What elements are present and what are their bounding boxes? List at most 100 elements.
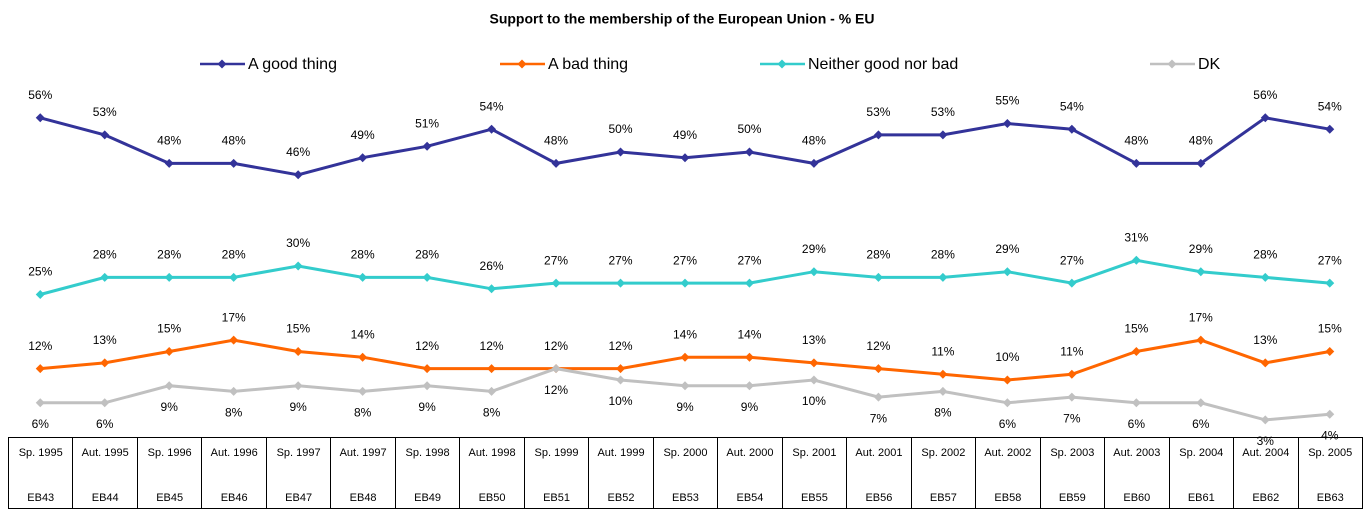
data-label: 48% [544, 134, 568, 148]
point-marker [1196, 335, 1206, 345]
data-label: 6% [32, 417, 50, 431]
x-tick-label: Sp. 1996 [147, 447, 192, 459]
point-marker [293, 347, 303, 356]
point-marker [422, 381, 432, 391]
category-cell: Aut. 2004 EB62 [1233, 437, 1299, 509]
point-marker [35, 113, 45, 123]
data-label: 50% [609, 122, 633, 136]
x-tick-sublabel: EB45 [156, 492, 184, 504]
data-label: 27% [609, 253, 633, 267]
point-marker [616, 147, 626, 157]
data-label: 49% [673, 128, 697, 142]
data-label: 12% [609, 339, 633, 353]
data-label: 31% [1124, 230, 1148, 244]
point-marker [35, 364, 45, 374]
point-marker [809, 267, 819, 277]
point-marker [1260, 415, 1270, 425]
point-marker [422, 272, 432, 282]
x-tick-label: Aut. 2003 [1113, 447, 1161, 459]
data-label: 11% [931, 344, 954, 358]
point-marker [616, 375, 626, 385]
x-tick-label: Sp. 2002 [921, 447, 966, 459]
data-label: 13% [1253, 333, 1277, 347]
data-label: 54% [1060, 99, 1084, 113]
x-tick-sublabel: EB43 [27, 492, 55, 504]
data-label: 53% [866, 105, 890, 119]
point-marker [551, 158, 561, 168]
point-marker [873, 130, 883, 140]
point-marker [1067, 392, 1077, 402]
point-marker [938, 386, 948, 396]
category-cell: Sp. 1997 EB47 [265, 437, 332, 509]
x-tick-label: Sp. 1999 [534, 447, 579, 459]
point-marker [744, 147, 754, 157]
data-label: 12% [415, 339, 439, 353]
data-label: 12% [866, 339, 890, 353]
point-marker [1002, 398, 1012, 408]
data-label: 29% [1189, 242, 1213, 256]
point-marker [358, 272, 368, 282]
point-marker [422, 364, 432, 374]
data-label: 27% [673, 253, 697, 267]
point-marker [487, 364, 497, 374]
legend-label: Neither good nor bad [808, 56, 958, 73]
data-label: 9% [741, 400, 759, 414]
data-label: 13% [93, 333, 117, 347]
x-tick-sublabel: EB46 [220, 492, 248, 504]
point-marker [1002, 375, 1012, 385]
x-tick-label: Aut. 2000 [726, 447, 774, 459]
legend-marker [1167, 59, 1177, 69]
data-label: 6% [96, 417, 114, 431]
x-tick-sublabel: EB44 [91, 492, 119, 504]
point-marker [744, 352, 754, 362]
data-label: 10% [802, 394, 826, 408]
data-label: 15% [1124, 322, 1148, 336]
point-marker [1131, 347, 1141, 356]
point-marker [1067, 124, 1077, 134]
data-label: 48% [802, 134, 826, 148]
data-label: 27% [1060, 253, 1084, 267]
x-tick-label: Aut. 1996 [210, 447, 258, 459]
data-label: 29% [995, 242, 1019, 256]
data-label: 12% [544, 339, 568, 353]
point-marker [680, 278, 690, 288]
x-tick-label: Sp. 1998 [405, 447, 450, 459]
chart-title: Support to the membership of the Europea… [489, 11, 874, 27]
x-tick-sublabel: EB48 [349, 492, 377, 504]
point-marker [1067, 278, 1077, 288]
point-marker [873, 272, 883, 282]
point-marker [744, 381, 754, 391]
point-marker [616, 278, 626, 288]
x-tick-label: Aut. 1999 [597, 447, 645, 459]
x-tick-sublabel: EB50 [478, 492, 506, 504]
x-tick-label: Aut. 2002 [984, 447, 1032, 459]
data-label: 54% [1318, 99, 1342, 113]
data-label: 28% [93, 248, 117, 262]
legend-label: A bad thing [548, 56, 628, 73]
point-marker [229, 386, 239, 396]
x-tick-label: Sp. 2004 [1179, 447, 1224, 459]
point-marker [551, 278, 561, 288]
x-tick-sublabel: EB51 [543, 492, 570, 504]
data-label: 9% [418, 400, 436, 414]
category-cell: Aut. 2001 EB56 [846, 437, 912, 509]
data-label: 8% [483, 406, 501, 420]
x-tick-sublabel: EB55 [800, 492, 828, 504]
x-tick-sublabel: EB60 [1123, 492, 1151, 504]
point-marker [164, 158, 174, 168]
data-label: 27% [544, 253, 568, 267]
category-cell: Aut. 1997 EB48 [330, 437, 396, 509]
point-marker [422, 141, 432, 151]
x-tick-sublabel: EB63 [1316, 492, 1344, 504]
category-cell: Aut. 1998 EB50 [459, 437, 525, 509]
point-marker [1196, 267, 1206, 277]
data-label: 11% [1060, 344, 1083, 358]
point-marker [1325, 409, 1335, 419]
data-label: 6% [999, 417, 1017, 431]
data-label: 17% [1189, 310, 1213, 324]
data-label: 53% [93, 105, 117, 119]
point-marker [100, 358, 110, 368]
data-label: 28% [415, 248, 439, 262]
data-label: 12% [480, 339, 504, 353]
